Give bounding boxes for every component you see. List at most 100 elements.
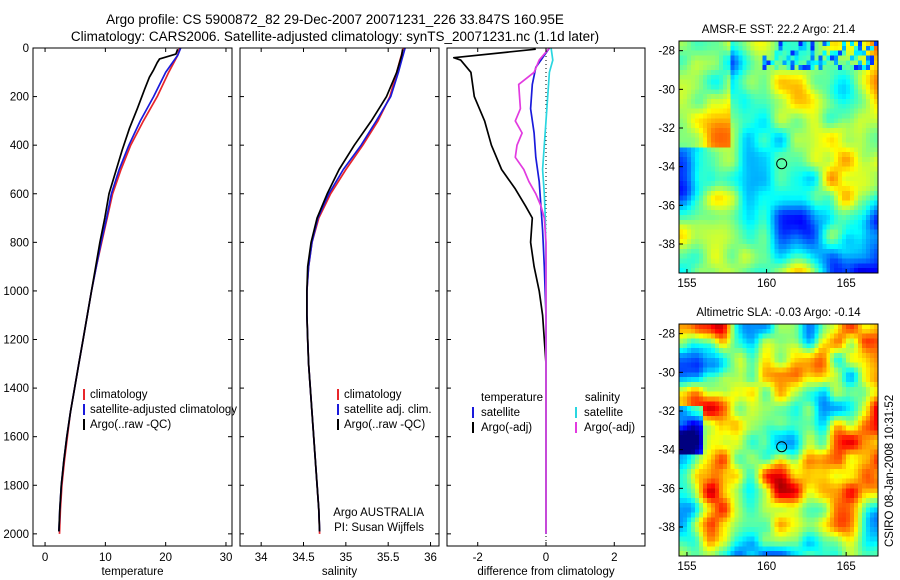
heatmap-cell <box>866 338 871 344</box>
heatmap-cell <box>738 415 743 421</box>
heatmap-cell <box>862 338 867 344</box>
heatmap-cell <box>778 186 783 192</box>
heatmap-cell <box>858 401 863 407</box>
heatmap-cell <box>826 541 831 547</box>
heatmap-cell <box>682 362 688 368</box>
heatmap-cell <box>870 493 875 499</box>
heatmap-cell <box>850 546 855 552</box>
heatmap-cell <box>846 113 851 119</box>
heatmap-cell <box>790 328 795 334</box>
heatmap-cell <box>782 132 787 138</box>
heatmap-cell <box>826 166 831 172</box>
heatmap-cell <box>758 464 763 470</box>
heatmap-cell <box>822 502 827 508</box>
heatmap-cell <box>726 128 732 134</box>
heatmap-cell <box>679 333 684 339</box>
heatmap-cell <box>782 210 787 216</box>
heatmap-cell <box>806 396 811 402</box>
heatmap-cell <box>702 483 708 489</box>
heatmap-cell <box>834 527 839 533</box>
heatmap-cell <box>838 219 843 225</box>
heatmap-cell <box>834 142 839 148</box>
heatmap-cell <box>702 541 708 547</box>
heatmap-cell <box>766 142 771 148</box>
heatmap-cell <box>802 449 807 455</box>
heatmap-cell <box>798 137 803 143</box>
heatmap-cell <box>679 536 684 542</box>
heatmap-cell <box>770 488 775 494</box>
heatmap-cell <box>738 512 743 518</box>
heatmap-cell <box>702 253 708 259</box>
heatmap-cell <box>838 362 843 368</box>
heatmap-cell <box>834 128 839 134</box>
heatmap-cell <box>682 123 688 129</box>
heatmap-cell <box>762 195 767 201</box>
heatmap-cell <box>758 488 763 494</box>
heatmap-cell <box>742 132 747 138</box>
heatmap-cell <box>814 473 819 479</box>
heatmap-cell <box>679 469 684 475</box>
heatmap-cell <box>778 411 783 417</box>
heatmap-cell <box>862 50 867 56</box>
heatmap-cell <box>818 215 823 221</box>
heatmap-cell <box>714 415 720 421</box>
heatmap-cell <box>874 224 879 230</box>
heatmap-cell <box>858 348 863 354</box>
heatmap-cell <box>766 527 771 533</box>
heatmap-cell <box>718 536 724 542</box>
heatmap-cell <box>746 84 751 90</box>
heatmap-cell <box>762 132 767 138</box>
heatmap-cell <box>682 224 688 230</box>
heatmap-cell <box>874 94 879 100</box>
heatmap-cell <box>818 171 823 177</box>
heatmap-cell <box>830 406 835 412</box>
heatmap-cell <box>762 473 767 479</box>
heatmap-cell <box>690 493 696 499</box>
heatmap-cell <box>858 406 863 412</box>
heatmap-cell <box>782 219 787 225</box>
heatmap-cell <box>846 362 851 368</box>
heatmap-cell <box>778 176 783 182</box>
heatmap-cell <box>710 488 716 494</box>
heatmap-cell <box>794 113 799 119</box>
heatmap-cell <box>682 420 688 426</box>
y-tick-label: -28 <box>658 329 675 341</box>
heatmap-cell <box>679 142 684 148</box>
heatmap-cell <box>854 324 859 330</box>
heatmap-cell <box>738 157 743 163</box>
heatmap-cell <box>842 137 847 143</box>
heatmap-cell <box>750 190 755 196</box>
heatmap-cell <box>838 41 843 47</box>
heatmap-cell <box>698 186 704 192</box>
heatmap-cell <box>722 113 728 119</box>
heatmap-cell <box>850 377 855 383</box>
heatmap-cell <box>750 502 755 508</box>
heatmap-cell <box>814 430 819 436</box>
heatmap-cell <box>682 449 688 455</box>
heatmap-cell <box>762 200 767 206</box>
heatmap-cell <box>874 60 879 66</box>
heatmap-cell <box>690 70 696 76</box>
heatmap-cell <box>714 435 720 441</box>
heatmap-cell <box>722 166 728 172</box>
heatmap-cell <box>710 338 716 344</box>
heatmap-cell <box>818 108 823 114</box>
heatmap-cell <box>770 473 775 479</box>
heatmap-cell <box>846 84 851 90</box>
heatmap-cell <box>718 200 724 206</box>
heatmap-cell <box>838 176 843 182</box>
heatmap-cell <box>826 65 831 71</box>
heatmap-cell <box>790 440 795 446</box>
heatmap-cell <box>698 527 704 533</box>
heatmap-cell <box>682 507 688 513</box>
heatmap-cell <box>850 459 855 465</box>
heatmap-cell <box>766 244 771 250</box>
heatmap-cell <box>806 108 811 114</box>
heatmap-cell <box>818 219 823 225</box>
heatmap-cell <box>774 41 779 47</box>
heatmap-cell <box>710 50 716 56</box>
heatmap-cell <box>778 268 783 274</box>
heatmap-cell <box>826 502 831 508</box>
heatmap-cell <box>754 522 759 528</box>
heatmap-cell <box>702 152 708 158</box>
